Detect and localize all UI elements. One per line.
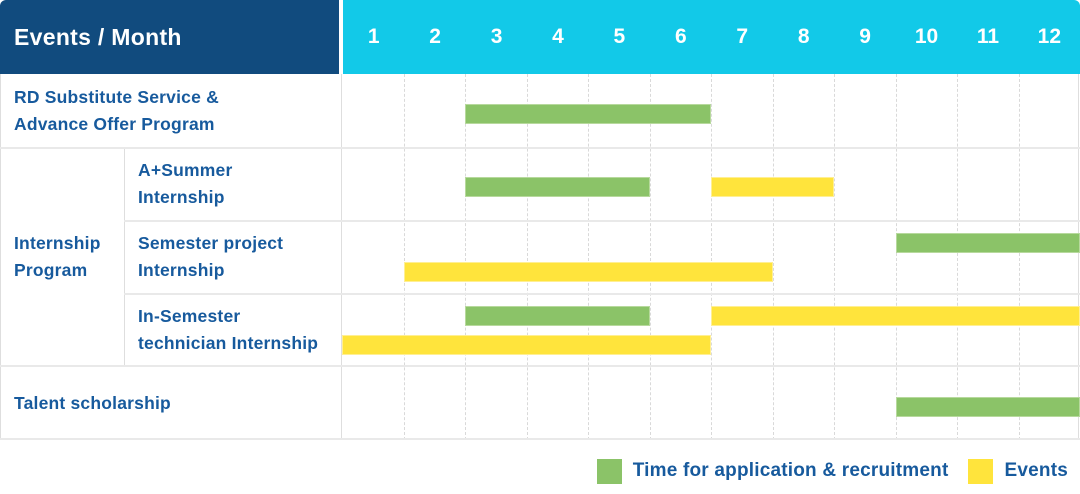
bar-application-m3-m5 [465, 177, 650, 197]
month-gridline [895, 74, 897, 440]
bar-event-m7-m8 [711, 177, 834, 197]
month-header-9: 9 [859, 25, 871, 48]
row-label-3: Semester project Internship [138, 220, 334, 293]
row-divider [0, 147, 1080, 149]
table-left-border [0, 74, 1, 440]
bar-application-m3-m5 [465, 306, 650, 326]
group-label-internship-program: Internship Program [14, 147, 334, 367]
month-header-row: 1 2 3 4 5 6 7 8 9 10 11 12 [343, 0, 1080, 74]
row-label-4-line: technician Internship [138, 333, 319, 353]
group-label-internship-program-line: Internship [14, 233, 101, 253]
month-gridline [772, 74, 774, 440]
month-header-12: 12 [1037, 25, 1062, 48]
month-header-10: 10 [914, 25, 939, 48]
row-label-2-line: Internship [138, 186, 225, 207]
row-label-4: In-Semester technician Internship [138, 293, 334, 367]
header-events-month-cell: Events / Month [0, 0, 339, 74]
month-header-2: 2 [429, 25, 441, 48]
bar-event-m2-m7 [403, 262, 773, 282]
month-gridline [526, 74, 528, 440]
month-header-3: 3 [490, 25, 503, 48]
row-label-5: Talent scholarship [14, 367, 334, 440]
row-label-1-line: Advance Offer Program [14, 113, 215, 134]
row-label-2-line: A+Summer [138, 159, 233, 180]
month-header-11: 11 [976, 25, 1000, 48]
month-gridline [1018, 74, 1020, 440]
legend-swatch-application [596, 458, 622, 484]
month-gridline [465, 74, 466, 440]
bar-event-m7-m12 [711, 306, 1080, 326]
row-label-4-line: In-Semester [138, 306, 241, 326]
bar-application-m10-m12 [895, 233, 1080, 253]
month-gridline [588, 74, 589, 440]
bar-application-m10-m12 [895, 397, 1080, 417]
month-header-6: 6 [674, 25, 687, 48]
month-gridline [649, 74, 651, 440]
row-divider [124, 293, 1080, 295]
label-column-divider [341, 74, 342, 440]
month-gridline [834, 74, 835, 440]
row-divider [0, 365, 1080, 367]
month-header-8: 8 [797, 25, 810, 48]
legend-swatch-event [968, 458, 994, 484]
row-label-3-line: Semester project [138, 232, 284, 253]
month-header-7: 7 [736, 25, 749, 48]
legend: Time for application & recruitment Events [596, 456, 1068, 486]
bar-event-m1-m6 [342, 335, 711, 355]
row-divider [0, 438, 1080, 440]
row-label-1-line: RD Substitute Service & [14, 86, 219, 107]
legend-item-event: Events [968, 458, 1068, 484]
month-gridline [403, 74, 405, 440]
row-label-5-line: Talent scholarship [14, 393, 171, 413]
month-gridline [711, 74, 712, 440]
legend-label-application: Time for application & recruitment [632, 460, 949, 481]
legend-label-event: Events [1004, 460, 1068, 481]
legend-item-application: Time for application & recruitment [596, 458, 949, 484]
row-label-2: A+Summer Internship [138, 147, 334, 220]
month-header-1: 1 [367, 25, 380, 48]
row-label-1: RD Substitute Service & Advance Offer Pro… [14, 74, 334, 147]
row-label-3-line: Internship [138, 259, 225, 280]
row-divider [124, 220, 1080, 222]
month-gridline [957, 74, 958, 440]
bar-application-m3-m6 [465, 104, 711, 124]
month-header-5: 5 [613, 25, 626, 48]
table-right-border [1078, 74, 1079, 440]
header-events-month-label: Events / Month [14, 23, 182, 50]
group-label-internship-program-line: Program [14, 260, 88, 280]
month-header-4: 4 [552, 25, 564, 48]
group-subcolumn-divider [124, 147, 125, 367]
